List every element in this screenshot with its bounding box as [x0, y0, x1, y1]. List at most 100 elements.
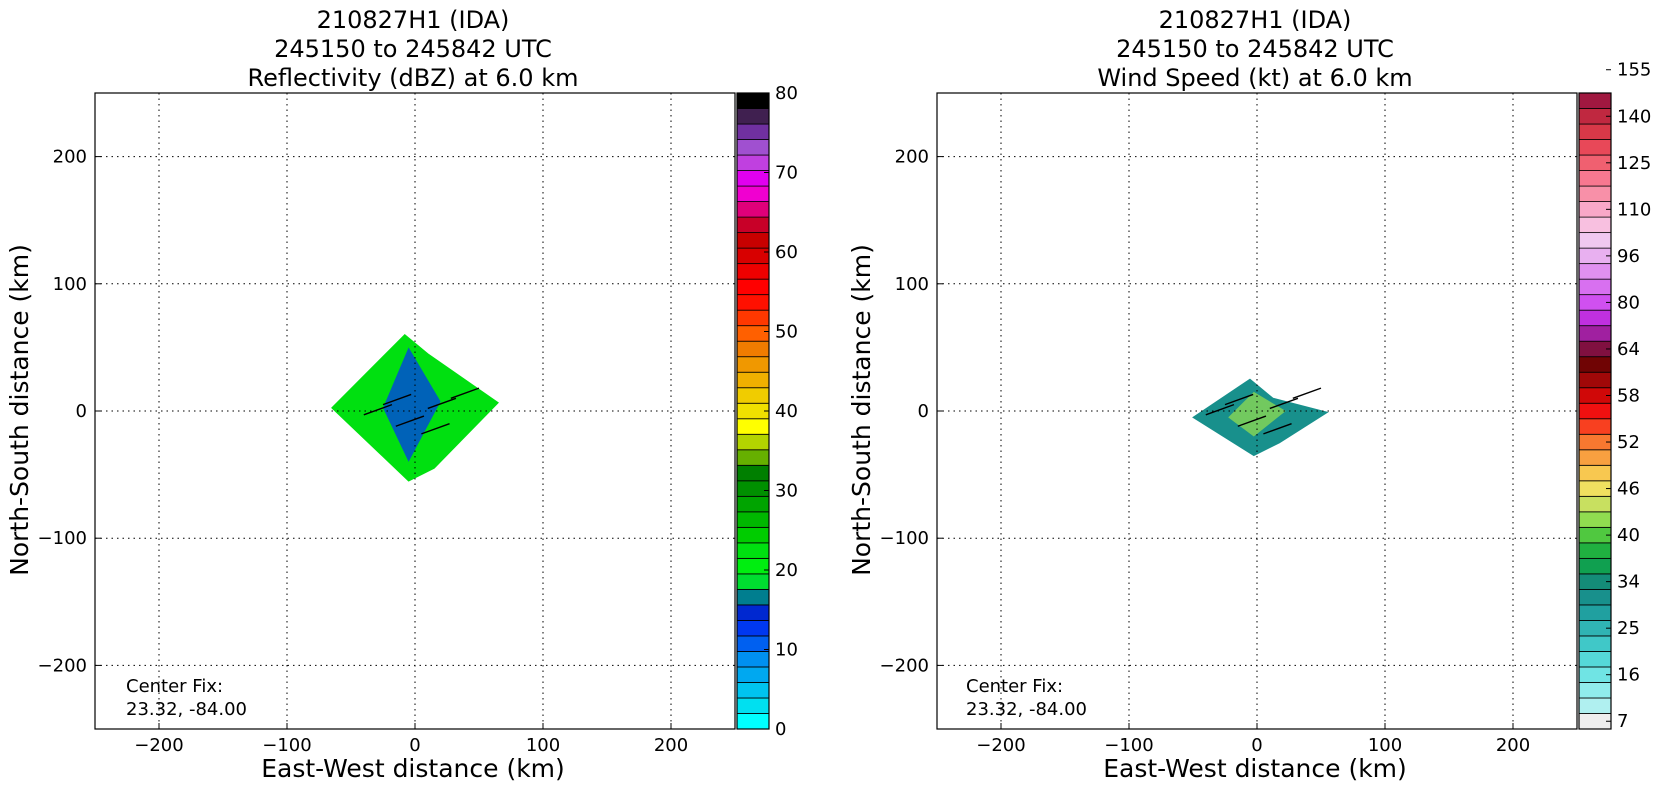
colorbar-swatch: [1578, 542, 1612, 559]
colorbar-tick-label: 80: [775, 83, 798, 104]
colorbar-swatch: [736, 139, 770, 156]
colorbar-swatch: [736, 356, 770, 373]
colorbar-swatch: [1578, 325, 1612, 342]
wind-barb: [1269, 397, 1299, 410]
colorbar-swatch: [1578, 356, 1612, 373]
wind-barb: [427, 397, 457, 410]
colorbar-swatch: [736, 542, 770, 559]
colorbar-swatch: [736, 511, 770, 528]
colorbar-swatch: [736, 309, 770, 327]
colorbar-swatch: [736, 387, 770, 404]
colorbar-swatch: [1578, 495, 1612, 513]
colorbar-swatch: [736, 495, 770, 513]
y-axis-label: North-South distance (km): [5, 244, 34, 576]
y-tick-label: −200: [38, 655, 87, 676]
colorbar-tick-label: 96: [1617, 246, 1640, 267]
colorbar-swatch: [1578, 185, 1612, 202]
x-axis-label: East-West distance (km): [1103, 754, 1407, 783]
colorbar-tick-label: 25: [1617, 618, 1640, 639]
wind-barb: [363, 403, 393, 416]
colorbar-swatch: [736, 325, 770, 342]
colorbar-tick-label: 46: [1617, 479, 1640, 500]
colorbar-swatch: [736, 216, 770, 234]
colorbar-tick-label: 64: [1617, 339, 1640, 360]
colorbar: 7 16 25 34 40 46 52 58 64 80 96 110 125 140 155: [1578, 60, 1651, 732]
colorbar-swatch: [736, 588, 770, 606]
colorbar-swatch: [736, 92, 770, 109]
x-tick-label: −100: [1104, 735, 1153, 756]
colorbar-swatch: [736, 154, 770, 171]
colorbar-swatch: [736, 294, 770, 311]
colorbar-swatch: [736, 620, 770, 637]
y-tick-label: 0: [76, 401, 87, 422]
wind-barb: [382, 393, 412, 406]
colorbar-tick-label: 80: [1617, 292, 1640, 313]
echo-core: [1228, 391, 1286, 437]
colorbar-swatch: [736, 123, 770, 140]
colorbar-swatch: [1578, 557, 1612, 575]
x-axis-label: East-West distance (km): [261, 754, 565, 783]
colorbar-swatch: [1578, 139, 1612, 156]
colorbar-swatch: [736, 682, 770, 699]
colorbar-swatch: [1578, 651, 1612, 668]
wind-speed-panel: 210827H1 (IDA) 245150 to 245842 UTC Wind…: [847, 6, 1651, 783]
y-tick-label: 200: [53, 147, 87, 168]
colorbar-swatch: [736, 340, 770, 358]
colorbar-swatch: [736, 371, 770, 389]
colorbar-swatch: [1578, 604, 1612, 621]
wind-barb: [1263, 423, 1292, 435]
colorbar-swatch: [736, 201, 770, 218]
colorbar-swatch: [736, 433, 770, 451]
y-tick-label: 0: [918, 401, 929, 422]
wind-barb: [1205, 403, 1235, 416]
colorbar-swatch: [736, 464, 770, 482]
plot-area: −200 −100 0 100 200 −200 −100 0 100 200: [880, 92, 1578, 756]
colorbar-tick-label: 7: [1617, 711, 1628, 732]
wind-barb: [450, 387, 480, 399]
x-tick-label: 0: [409, 735, 420, 756]
colorbar: 0 10 20 30 40 50 60 70 80: [736, 83, 798, 740]
y-tick-label: −100: [880, 528, 929, 549]
colorbar-tick-label: 10: [775, 640, 798, 661]
colorbar-swatch: [1578, 418, 1612, 435]
colorbar-swatch: [736, 418, 770, 435]
y-tick-label: −200: [880, 655, 929, 676]
colorbar-swatch: [1578, 309, 1612, 327]
y-axis-label: North-South distance (km): [847, 244, 876, 576]
center-fix-value: 23.32, -84.00: [126, 699, 247, 720]
colorbar-swatch: [1578, 123, 1612, 140]
colorbar-swatch: [1578, 464, 1612, 482]
colorbar-tick-label: 140: [1617, 106, 1651, 127]
reflectivity-panel: 210827H1 (IDA) 245150 to 245842 UTC Refl…: [5, 6, 798, 783]
colorbar-swatch: [1578, 216, 1612, 234]
colorbar-swatch: [736, 557, 770, 575]
colorbar-swatch: [1578, 92, 1612, 109]
wind-barb: [1292, 387, 1322, 399]
colorbar-tick-label: 70: [775, 163, 798, 184]
center-fix-value: 23.32, -84.00: [966, 699, 1087, 720]
x-tick-label: 200: [1496, 735, 1530, 756]
colorbar-swatch: [736, 666, 770, 683]
y-tick-label: 100: [53, 274, 87, 295]
plot-area: −200 −100 0 100 200 −200 −100 0 100 200: [38, 92, 736, 756]
colorbar-swatch: [1578, 170, 1612, 187]
panel-title-line-2: 245150 to 245842 UTC: [274, 35, 552, 63]
colorbar-swatch: [736, 526, 770, 544]
colorbar-tick-label: 20: [775, 560, 798, 581]
colorbar-swatch: [1578, 263, 1612, 280]
x-tick-label: 100: [526, 735, 560, 756]
colorbar-swatch: [1578, 402, 1612, 420]
colorbar-swatch: [736, 573, 770, 590]
colorbar-tick-label: 40: [775, 401, 798, 422]
x-tick-label: 200: [654, 735, 688, 756]
y-tick-label: 100: [895, 274, 929, 295]
colorbar-swatch: [736, 651, 770, 668]
panel-title-line-1: 210827H1 (IDA): [1159, 6, 1352, 34]
center-fix-label: Center Fix:: [966, 676, 1063, 697]
y-tick-label: −100: [38, 528, 87, 549]
colorbar-swatch: [1578, 232, 1612, 249]
colorbar-swatch: [736, 480, 770, 497]
wind-barb: [1224, 393, 1254, 406]
colorbar-tick-label: 60: [775, 242, 798, 263]
colorbar-tick-label: 110: [1617, 199, 1651, 220]
